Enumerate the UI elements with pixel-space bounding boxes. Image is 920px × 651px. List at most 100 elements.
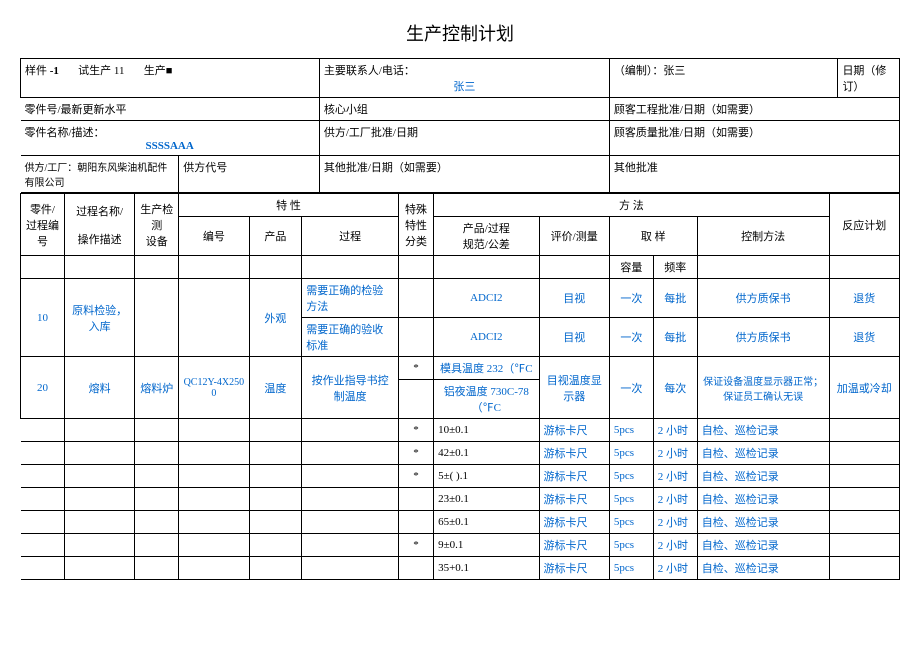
cell-pp: 23±0.1 [434, 488, 539, 511]
supplier-approve-cell: 供方/工厂批准/日期 [319, 121, 609, 156]
partno-cell: 零件号/最新更新水平 [21, 98, 320, 121]
cell-prod [249, 511, 302, 534]
cell-charno [179, 511, 249, 534]
th-eval: 评价/测量 [539, 217, 609, 256]
table-row: 20 熔料 熔料炉 QC12Y-4X2500 温度 按作业指导书控制温度 * 模… [21, 357, 900, 380]
cell-eval: 游标卡尺 [539, 488, 609, 511]
cell-pp: 9±0.1 [434, 534, 539, 557]
cell-charno [179, 442, 249, 465]
editor-cell: （编制）：张三 [609, 59, 838, 98]
cell-spec [398, 488, 433, 511]
cell-spec [398, 380, 433, 419]
cell-equip: 熔料炉 [135, 357, 179, 419]
cell-ctrl: 自检、巡检记录 [697, 557, 829, 580]
th-procname-1: 过程名称/ [76, 206, 123, 218]
cell-pp: 模具温度 232（℉C [434, 357, 539, 380]
supplier-factory-cell: 供方/工厂：朝阳东风柴油机配件有限公司 [21, 156, 179, 193]
contact-label: 主要联系人/电话： [324, 65, 415, 77]
cell-react [829, 488, 899, 511]
contact-value: 张三 [453, 81, 475, 93]
supplier-code-cell: 供方代号 [179, 156, 320, 193]
cell-no [21, 488, 65, 511]
cell-name [64, 442, 134, 465]
date-cell: 日期（修订） [838, 59, 900, 98]
th-procname: 过程名称/ 操作描述 [64, 194, 134, 256]
cell-charno [179, 419, 249, 442]
th-method: 方 法 [434, 194, 830, 217]
cell-prod [249, 419, 302, 442]
cell-spec [398, 279, 433, 318]
cell-eval: 游标卡尺 [539, 557, 609, 580]
cell-freq: 2 小时 [653, 534, 697, 557]
cell-ctrl: 自检、巡检记录 [697, 534, 829, 557]
th-prodproc: 产品/过程 规范/公差 [434, 217, 539, 256]
other-approve-cell: 其他批准/日期（如需要） [319, 156, 609, 193]
th-freq: 频率 [653, 256, 697, 279]
th-cap: 容量 [609, 256, 653, 279]
cell-react [829, 511, 899, 534]
cell-prod [249, 557, 302, 580]
cell-eval: 目视 [539, 318, 609, 357]
cell-name [64, 488, 134, 511]
cell-react [829, 465, 899, 488]
cell-proc [302, 557, 399, 580]
cell-spec: * [398, 534, 433, 557]
cell-name [64, 534, 134, 557]
cell-react [829, 419, 899, 442]
cell-no [21, 465, 65, 488]
cell-cap: 5pcs [609, 488, 653, 511]
th-pp-2: 规范/公差 [463, 239, 510, 251]
cell-freq: 2 小时 [653, 488, 697, 511]
cell-react: 加温或冷却 [829, 357, 899, 419]
th-procname-2: 操作描述 [78, 234, 122, 246]
cell-freq: 2 小时 [653, 557, 697, 580]
cell-proc [302, 465, 399, 488]
th-charno: 编号 [179, 217, 249, 256]
coreteam-cell: 核心小组 [319, 98, 609, 121]
cell-equip [135, 465, 179, 488]
cell-freq: 2 小时 [653, 419, 697, 442]
cell-eval: 游标卡尺 [539, 442, 609, 465]
other-approve2-cell: 其他批准 [609, 156, 899, 193]
stage-mid: 试生产 11 [78, 65, 124, 77]
th-spec: 特殊特性分类 [398, 194, 433, 256]
cell-cap: 一次 [609, 279, 653, 318]
cell-react: 退货 [829, 279, 899, 318]
th-char: 特 性 [179, 194, 399, 217]
table-row: 10 原料检验，入库 外观 需要正确的检验方法 ADCI2 目视 一次 每批 供… [21, 279, 900, 318]
table-row: 23±0.1游标卡尺5pcs2 小时自检、巡检记录 [21, 488, 900, 511]
cell-proc: 需要正确的验收标准 [302, 318, 399, 357]
cell-pp: 10±0.1 [434, 419, 539, 442]
th-ctrl: 控制方法 [697, 217, 829, 256]
cell-pp: 42±0.1 [434, 442, 539, 465]
cell-freq: 每次 [653, 357, 697, 419]
cell-ctrl: 自检、巡检记录 [697, 419, 829, 442]
stage-prefix: 样件 [25, 65, 47, 77]
cell-charno [179, 534, 249, 557]
cell-ctrl: 自检、巡检记录 [697, 511, 829, 534]
cell-equip [135, 419, 179, 442]
cell-cap: 5pcs [609, 534, 653, 557]
cell-proc: 需要正确的检验方法 [302, 279, 399, 318]
cell-proc [302, 442, 399, 465]
cell-prod [249, 488, 302, 511]
cell-prod: 外观 [249, 279, 302, 357]
cust-eng-cell: 顾客工程批准/日期（如需要） [609, 98, 899, 121]
cell-freq: 每批 [653, 279, 697, 318]
cell-name [64, 465, 134, 488]
cell-no [21, 557, 65, 580]
partname-value: SSSSAAA [146, 140, 194, 152]
cust-quality-cell: 顾客质量批准/日期（如需要） [609, 121, 899, 156]
cell-cap: 一次 [609, 318, 653, 357]
table-row: 35+0.1游标卡尺5pcs2 小时自检、巡检记录 [21, 557, 900, 580]
cell-cap: 5pcs [609, 465, 653, 488]
cell-pp: 铝夜温度 730C-78（℉C [434, 380, 539, 419]
th-pp-1: 产品/过程 [463, 223, 510, 235]
cell-pp: 35+0.1 [434, 557, 539, 580]
stage-bold: -1 [50, 65, 59, 77]
cell-ctrl: 保证设备温度显示器正常；保证员工确认无误 [697, 357, 829, 419]
cell-prod [249, 442, 302, 465]
partname-label: 零件名称/描述： [25, 127, 105, 139]
cell-name [64, 419, 134, 442]
cell-ctrl: 供方质保书 [697, 318, 829, 357]
